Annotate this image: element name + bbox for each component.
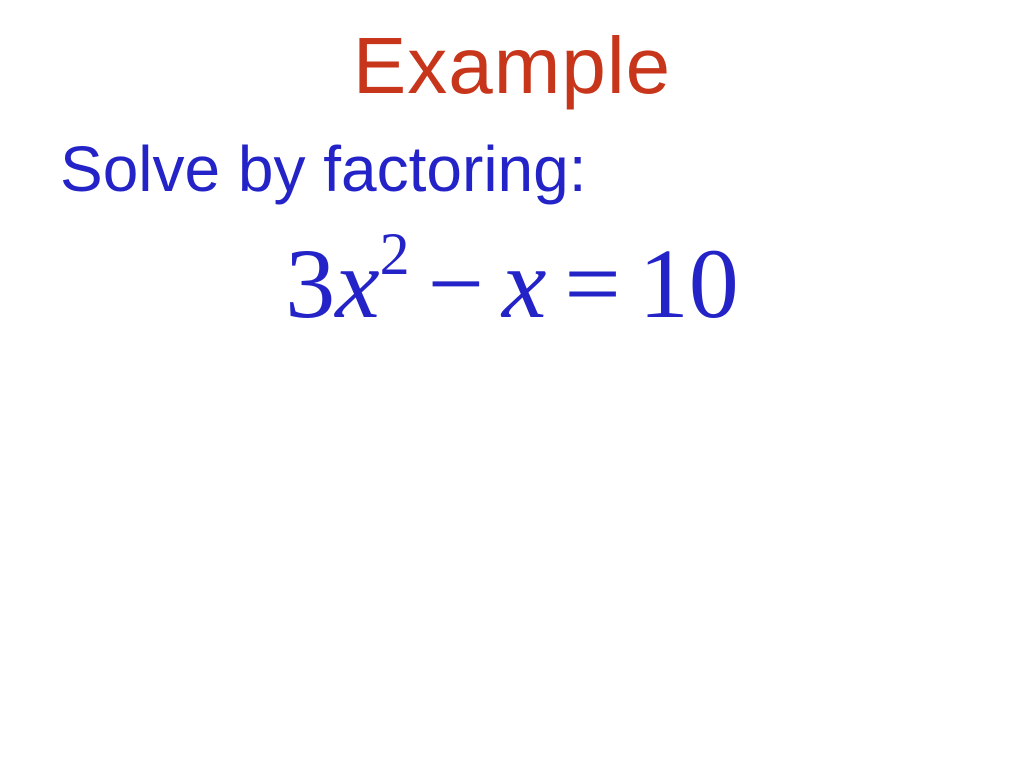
- eq-var-2: x: [502, 228, 546, 339]
- eq-coef-1: 3: [285, 228, 335, 339]
- slide-title: Example: [60, 20, 964, 112]
- slide-equation: 3x2−x=10: [60, 226, 964, 341]
- eq-op-equals: =: [564, 228, 620, 339]
- eq-exponent-1: 2: [380, 221, 410, 287]
- eq-rhs: 10: [639, 228, 739, 339]
- slide-instruction: Solve by factoring:: [60, 132, 964, 206]
- eq-op-minus: −: [428, 228, 484, 339]
- slide-container: Example Solve by factoring: 3x2−x=10: [0, 0, 1024, 768]
- eq-var-1: x: [335, 228, 379, 339]
